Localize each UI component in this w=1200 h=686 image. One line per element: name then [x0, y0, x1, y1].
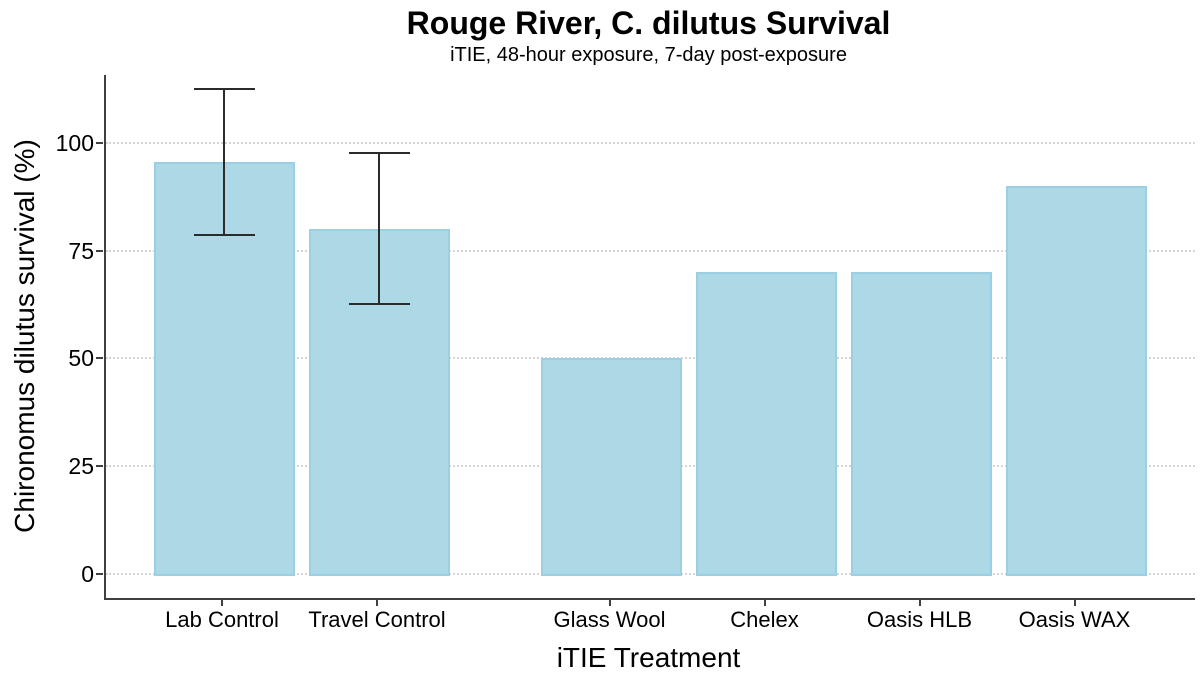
y-axis-tick	[96, 573, 103, 575]
x-axis-tick	[1073, 600, 1076, 606]
error-bar-line	[223, 88, 225, 236]
x-axis-tick	[918, 600, 921, 606]
gridline-y-100	[106, 141, 1195, 144]
error-bar-line	[378, 153, 380, 305]
x-axis-tick	[221, 600, 223, 606]
x-axis-tick	[376, 600, 378, 606]
error-bar-cap	[193, 87, 255, 90]
x-axis-tick	[763, 600, 766, 606]
y-tick-label: 50	[68, 345, 94, 372]
error-bar-cap	[193, 234, 255, 237]
y-axis-tick	[96, 249, 103, 252]
plot-panel	[104, 75, 1195, 600]
x-axis-tick	[608, 600, 611, 606]
bar-glass-wool	[541, 358, 682, 576]
x-tick-label: Glass Wool	[553, 607, 666, 632]
error-bar-cap	[348, 152, 410, 155]
x-tick-label: Chelex	[730, 607, 799, 632]
y-tick-label: 100	[55, 129, 94, 156]
bar-oasis-hlb	[851, 272, 992, 576]
gridline-y-75	[106, 249, 1195, 252]
bar-oasis-wax	[1006, 185, 1147, 576]
chart-subtitle: iTIE, 48-hour exposure, 7-day post-expos…	[450, 44, 847, 66]
error-bar-cap	[348, 303, 410, 306]
y-axis-tick	[96, 465, 103, 468]
x-tick-label: Oasis WAX	[1018, 607, 1131, 632]
chart-title: Rouge River, C. dilutus Survival	[406, 5, 891, 41]
x-tick-label: Travel Control	[308, 607, 446, 632]
y-axis-tick	[96, 357, 103, 360]
y-axis-tick	[96, 141, 103, 144]
x-tick-label: Lab Control	[165, 607, 279, 632]
x-axis-title: iTIE Treatment	[556, 642, 741, 673]
y-tick-label: 0	[81, 561, 94, 587]
x-tick-label: Oasis HLB	[866, 607, 973, 632]
y-tick-label: 25	[68, 453, 94, 480]
y-tick-label: 75	[68, 237, 94, 264]
bar-chelex	[696, 272, 837, 576]
